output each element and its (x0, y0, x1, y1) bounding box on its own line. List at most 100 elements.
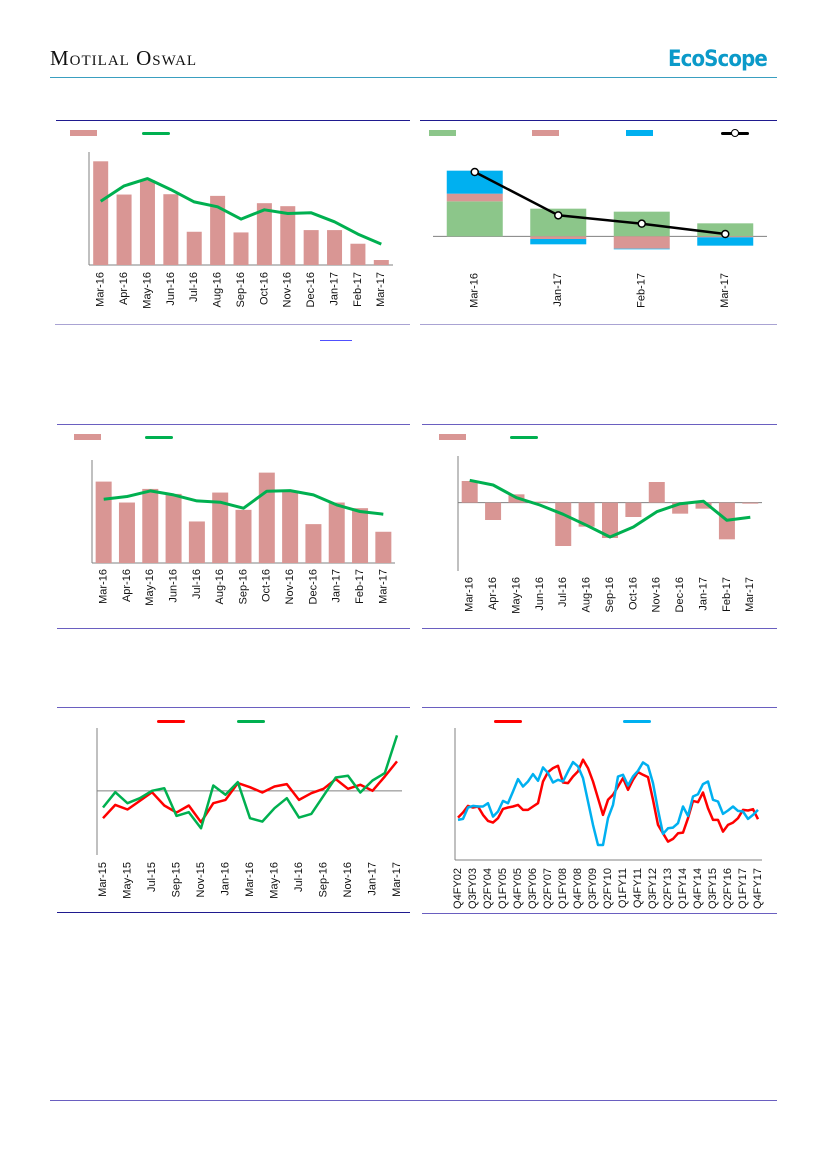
x-tick-label: Q4FY02 (452, 868, 464, 909)
x-tick-label: Feb-17 (636, 273, 648, 308)
x-tick-label: Mar-16 (244, 862, 256, 897)
x-tick-label: Jan-17 (366, 862, 378, 896)
x-tick-label: Feb-17 (721, 577, 733, 612)
x-tick-label: Mar-16 (95, 272, 107, 307)
bar (718, 502, 735, 540)
x-tick-label: Q3FY06 (527, 868, 539, 909)
panel-3-bottom-rule (57, 628, 410, 629)
x-tick-label: Jan-17 (328, 272, 340, 306)
x-tick-label: Mar-17 (744, 577, 756, 612)
source-link[interactable] (320, 340, 352, 341)
x-tick-label: Oct-16 (258, 272, 270, 305)
x-tick-label: Aug-16 (214, 569, 226, 604)
x-tick-label: Mar-16 (98, 569, 110, 604)
legend-swatch-green (429, 130, 456, 136)
x-tick-label: Jul-16 (293, 862, 305, 892)
bar (328, 502, 345, 563)
x-tick-label: Mar-16 (469, 273, 481, 308)
bar (531, 501, 548, 503)
x-tick-label: Mar-17 (391, 862, 403, 897)
bar (118, 502, 135, 563)
bar (461, 481, 478, 503)
bar (235, 509, 252, 563)
x-tick-label: Aug-16 (581, 577, 593, 612)
legend-swatch-red-line (157, 720, 185, 723)
x-tick-label: Nov-16 (342, 862, 354, 897)
series-line (103, 489, 384, 516)
x-tick-label: Q2FY16 (722, 868, 734, 909)
bar (350, 243, 366, 265)
line-marker (470, 167, 479, 177)
x-tick-label: Jun-16 (165, 272, 177, 306)
panel-3-top-rule (57, 424, 410, 425)
x-tick-label: Nov-15 (195, 862, 207, 897)
series-line (469, 478, 751, 539)
bar (373, 260, 389, 265)
x-tick-label: Q1FY08 (557, 868, 569, 909)
legend-swatch-line (510, 436, 538, 439)
stack-segment (697, 223, 754, 237)
x-tick-label: Apr-16 (487, 577, 499, 610)
legend-marker-icon (731, 129, 739, 137)
bar (602, 502, 618, 538)
x-tick-label: Aug-16 (212, 272, 224, 307)
panel-5-top-rule (57, 707, 410, 708)
series-line (102, 760, 398, 824)
series-line (102, 735, 399, 830)
legend-swatch-green-line (237, 720, 265, 723)
bar (280, 206, 296, 265)
bar (485, 502, 502, 520)
x-tick-label: Oct-16 (261, 569, 273, 602)
x-tick-label: Jan-16 (219, 862, 231, 896)
x-tick-label: May-16 (268, 862, 280, 899)
legend-swatch-blue (626, 130, 653, 136)
series-line (457, 758, 760, 843)
x-tick-label: Dec-16 (307, 569, 319, 604)
brand-name: Motilal Oswal (50, 46, 198, 70)
x-tick-label: Q2FY13 (662, 868, 674, 909)
x-tick-label: Feb-17 (352, 272, 364, 307)
panel-4-top-rule (422, 424, 777, 425)
panel-2-top-rule (420, 120, 777, 121)
x-tick-label: Jan-17 (697, 577, 709, 611)
x-tick-label: Nov-16 (284, 569, 296, 604)
bar (163, 194, 179, 265)
x-tick-label: Mar-17 (375, 272, 387, 307)
x-tick-label: May-15 (121, 862, 133, 899)
footer-rule (50, 1100, 777, 1101)
bar (116, 194, 132, 265)
legend-swatch-bar (74, 434, 101, 440)
x-tick-label: Q2FY07 (542, 868, 554, 909)
legend-swatch-line (142, 132, 170, 135)
x-tick-label: Q4FY05 (512, 868, 524, 909)
x-tick-label: Q4FY14 (692, 868, 704, 909)
bar (648, 482, 665, 503)
bar (210, 195, 226, 265)
x-tick-label: Sep-16 (235, 272, 247, 307)
panel-1-top-rule (56, 120, 410, 121)
x-tick-label: Q4FY11 (632, 868, 644, 908)
series-line (457, 760, 759, 847)
x-tick-label: Q4FY08 (572, 868, 584, 909)
x-tick-label: Jan-17 (331, 569, 343, 603)
bar (256, 203, 272, 265)
x-tick-label: Mar-17 (719, 273, 731, 308)
stack-segment (530, 239, 587, 245)
panel-6-bottom-rule (422, 913, 777, 914)
bar (303, 230, 319, 265)
legend-swatch-blue-line (623, 720, 651, 723)
x-tick-label: Oct-16 (627, 577, 639, 610)
bar (578, 502, 595, 527)
ecoscope-logo: EcoScope (668, 47, 768, 72)
bar (142, 488, 159, 563)
x-tick-label: Jun-16 (167, 569, 179, 603)
legend-swatch-bar (439, 434, 466, 440)
line-marker (721, 229, 730, 239)
x-tick-label: Nov-16 (651, 577, 663, 612)
x-tick-label: Feb-17 (354, 569, 366, 604)
